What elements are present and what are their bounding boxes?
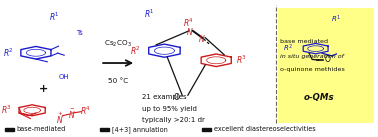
Text: $\overset{-}{N}$: $\overset{-}{N}$ (68, 106, 76, 121)
Text: +: + (39, 84, 48, 94)
Text: 21 examples: 21 examples (142, 94, 186, 100)
Text: typically >20:1 dr: typically >20:1 dr (142, 117, 204, 123)
Text: $R^3$: $R^3$ (235, 54, 247, 66)
Text: $R^4$: $R^4$ (79, 105, 91, 117)
Text: $R^2$: $R^2$ (283, 43, 293, 54)
Bar (278, 8, 374, 123)
Text: excellent diastereoselectivities: excellent diastereoselectivities (214, 126, 316, 132)
Text: $R^4$: $R^4$ (183, 17, 194, 29)
Bar (202, 128, 211, 131)
Text: o-QMs: o-QMs (304, 93, 335, 102)
Text: O: O (324, 55, 330, 64)
Text: $R^1$: $R^1$ (50, 10, 60, 23)
Text: base-mediated: base-mediated (17, 126, 66, 132)
Text: base mediated: base mediated (280, 39, 328, 44)
Text: 50 °C: 50 °C (108, 78, 128, 84)
Text: $\mathrm{Cs_2CO_3}$: $\mathrm{Cs_2CO_3}$ (104, 39, 132, 49)
Text: $N$: $N$ (186, 26, 194, 37)
Text: $R^2$: $R^2$ (130, 45, 141, 57)
Text: $R^1$: $R^1$ (144, 8, 155, 20)
Text: OH: OH (58, 74, 69, 80)
Text: [4+3] annulation: [4+3] annulation (112, 126, 168, 133)
Text: Ts: Ts (76, 30, 83, 36)
Bar (5, 128, 14, 131)
Text: O: O (174, 93, 180, 102)
Text: $R^3$: $R^3$ (1, 104, 12, 116)
Text: up to 95% yield: up to 95% yield (142, 106, 197, 112)
Text: o-quinone methides: o-quinone methides (280, 67, 345, 72)
Bar (100, 128, 109, 131)
Text: $R^1$: $R^1$ (331, 14, 341, 25)
Text: in situ generation of: in situ generation of (280, 54, 344, 59)
Text: $R^2$: $R^2$ (3, 47, 14, 59)
Text: $\overset{+}{N}$: $\overset{+}{N}$ (56, 109, 64, 126)
Text: $N$: $N$ (198, 33, 206, 44)
